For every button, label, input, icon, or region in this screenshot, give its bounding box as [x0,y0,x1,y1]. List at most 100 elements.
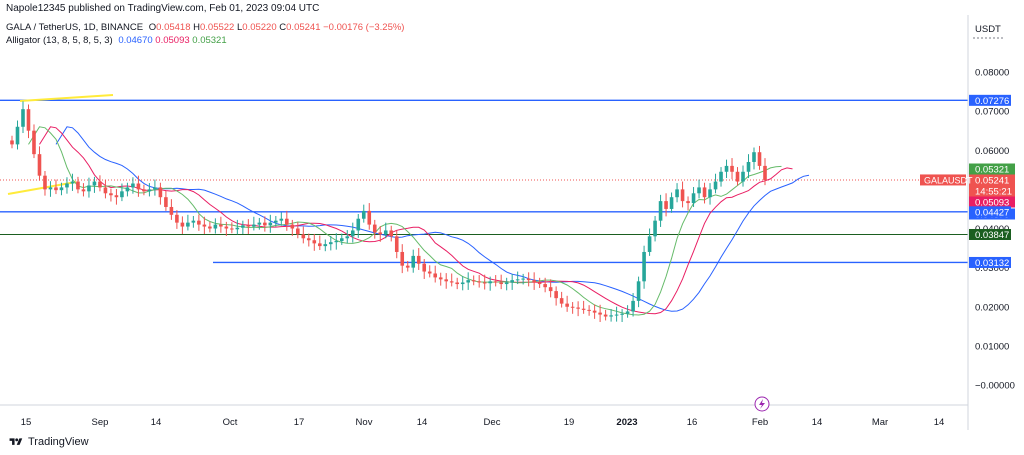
candle-body [416,255,421,264]
level-badge: 0.07276 [969,94,1011,107]
candle-body [230,228,234,230]
candle-body [697,187,701,194]
y-tick-label: 0.08000 [975,68,1009,79]
alligator-jaw-line [55,126,810,312]
candle-body [427,271,432,274]
axis-currency: USDT [975,24,1001,35]
alligator-lips-line [28,126,782,316]
candle-body [339,238,344,242]
candle-body [581,308,586,310]
candle-body [356,218,361,231]
candle-body [317,243,322,247]
candle-body [213,224,218,229]
candle-body [735,171,740,182]
candle-body [169,206,174,215]
candle-body [598,312,602,315]
trendline-bottom [7,181,77,195]
candle-body [702,187,707,198]
candle-body [636,281,641,301]
candle-body [438,277,443,280]
x-tick-label: Dec [484,417,501,428]
candle-body [350,230,355,237]
candle-body [279,218,284,221]
price-badge-label: 0.05093 [975,198,1009,209]
candle-body [241,225,245,228]
x-tick-label: Feb [752,417,768,428]
candle-body [510,280,514,283]
candle-body [372,224,377,233]
candle-body [757,152,762,166]
price-badge: 14:55:21 [969,185,1015,198]
candle-body [603,314,608,317]
candle-body [120,191,124,198]
indicator-name[interactable]: Alligator (13, 8, 5, 8, 5, 3) [6,35,113,46]
candle-body [631,300,635,312]
candle-body [378,232,383,235]
candle-body [285,218,289,225]
tradingview-footer[interactable]: TradingView [8,436,89,448]
candle-body [422,263,427,272]
candle-body [147,189,152,192]
trendlines [7,94,114,195]
candle-body [488,281,492,284]
candle-body [499,282,503,285]
x-tick-label: 16 [687,417,698,428]
candle-body [724,165,729,172]
candle-body [620,313,624,315]
x-tick-label: 14 [934,417,945,428]
candle-body [26,109,31,131]
candle-body [328,242,333,245]
published-line: Napole12345 published on TradingView.com… [6,3,320,14]
candle-body [125,187,130,192]
candle-body [653,220,657,237]
candle-body [361,210,366,219]
candle-body [70,181,75,184]
candle-body [625,311,630,314]
candle-body [405,265,410,268]
symbol-legend: GALA / TetherUS, 1D, BINANCE O0.05418 H0… [6,22,405,33]
candle-body [576,307,580,309]
teeth-value: 0.05093 [155,35,190,46]
candle-body [730,165,734,172]
candle-body [345,236,350,239]
candle-body [48,187,53,190]
candle-body [394,236,399,252]
candle-body [433,273,438,278]
candle-body [537,282,542,285]
candle-body [301,234,306,239]
candle-body [54,187,58,191]
candle-body [219,224,223,227]
candle-body [746,161,751,172]
price-badge: 0.05093 [969,196,1015,209]
candle-body [208,226,212,229]
candle-body [642,251,646,282]
price-badge-label: 0.05241 [975,176,1009,187]
candle-body [131,183,135,188]
x-tick-label: Sep [92,417,109,428]
candle-body [191,220,196,223]
candle-body [224,226,229,229]
candle-body [713,181,718,190]
price-badge: 0.05241 [969,174,1015,187]
candle-body [708,189,712,198]
candle-body [114,195,119,198]
low-value: 0.05220 [242,22,277,33]
x-tick-label: 14 [417,417,428,428]
candle-body [658,201,663,221]
candle-body [449,281,454,283]
candle-body [246,225,251,227]
symbol-tag-label: GALAUSDT [924,175,973,185]
y-tick-label: 0.03000 [975,263,1009,274]
x-tick-label: Nov [356,417,373,428]
level-badge-label: 0.04427 [975,207,1009,218]
candle-body [493,281,498,283]
candle-body [691,193,696,204]
candle-body [444,279,449,282]
candle-body [153,187,157,190]
y-tick-label: 0.06000 [975,146,1009,157]
level-badge: 0.03132 [969,256,1011,269]
candle-body [164,197,168,207]
symbol-name[interactable]: GALA / TetherUS, 1D, BINANCE [6,22,144,33]
x-tick-label: Oct [223,417,238,428]
